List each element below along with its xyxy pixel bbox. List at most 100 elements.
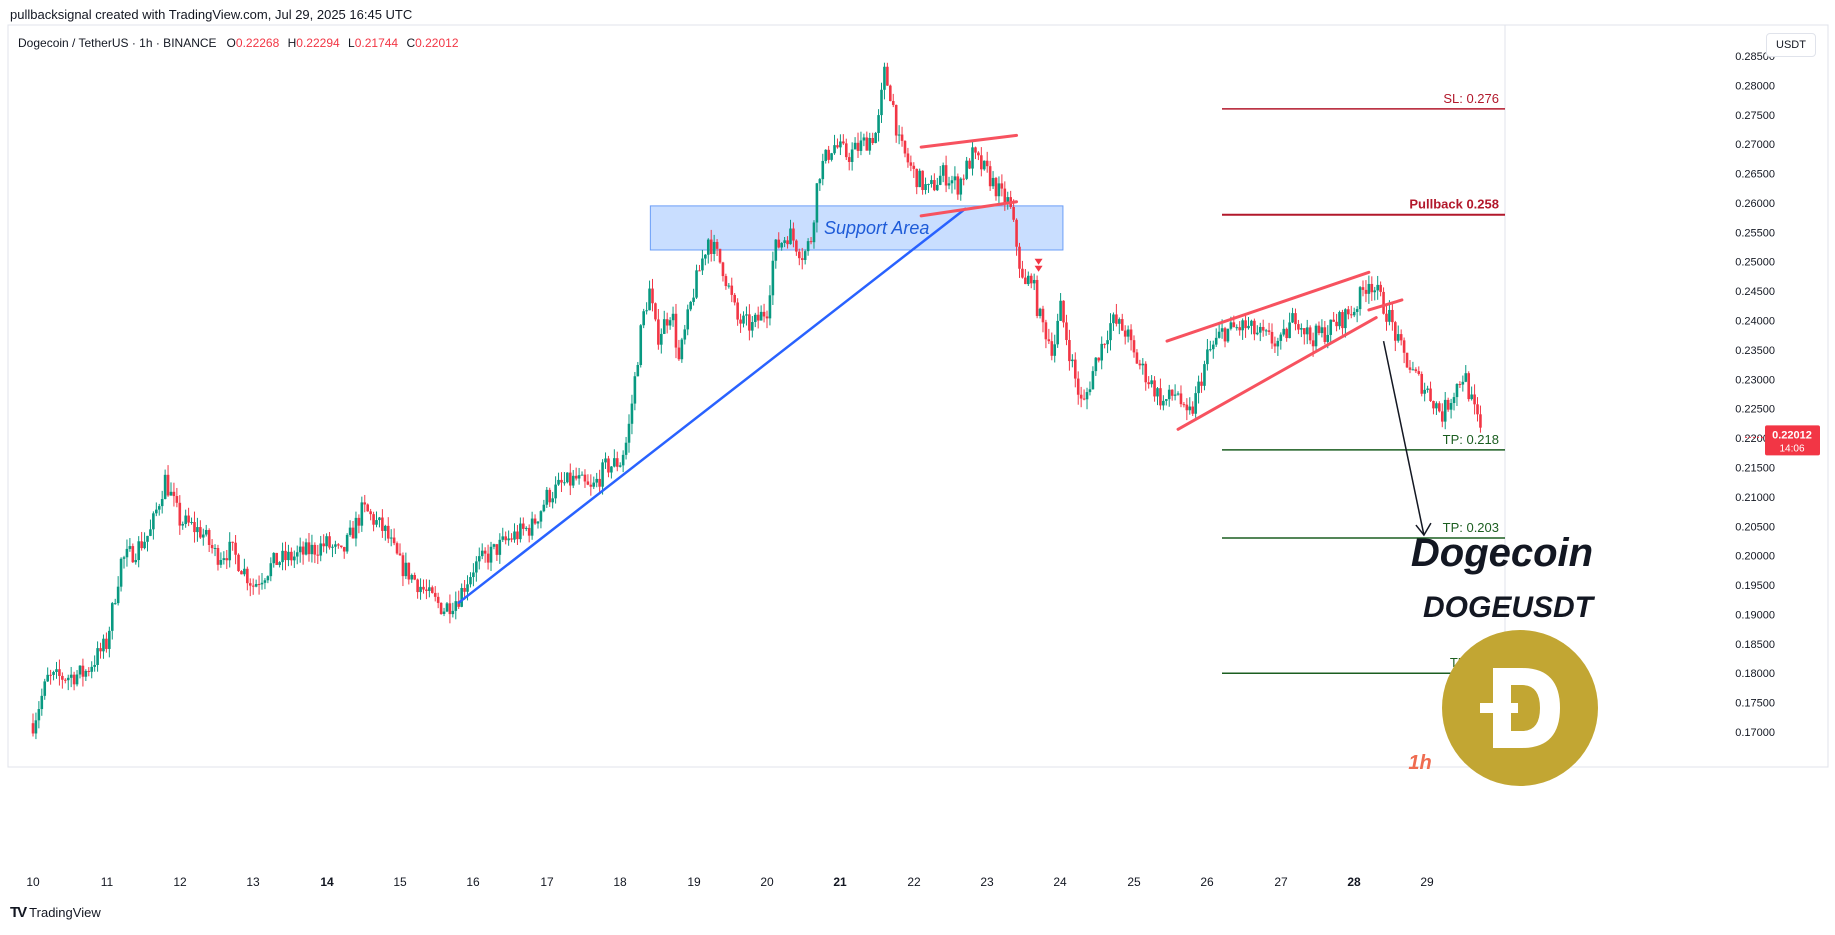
candle-body (310, 544, 314, 555)
candle-body (894, 104, 898, 136)
candle-body (933, 180, 936, 191)
candle-body (615, 458, 619, 467)
candle-body (301, 546, 305, 555)
symbol-name[interactable]: Dogecoin / TetherUS · 1h · BINANCE (18, 36, 217, 50)
candle-body (143, 541, 146, 549)
down-marker-icon (1034, 265, 1043, 272)
candle-body (483, 550, 487, 554)
candle-body (96, 648, 99, 665)
wedge-extension-line (1367, 298, 1404, 312)
wedge-upper-line (1165, 270, 1371, 343)
candle-body (157, 506, 161, 510)
candle-body (1417, 371, 1421, 374)
symbol-legend[interactable]: Dogecoin / TetherUS · 1h · BINANCE O0.22… (18, 36, 464, 50)
candle-body (251, 585, 255, 587)
candle-body (1399, 334, 1403, 341)
candle-body (1288, 322, 1291, 339)
y-tick-label: 0.27500 (1735, 110, 1775, 122)
candle-body (1364, 289, 1368, 294)
candle-body (1123, 330, 1127, 337)
candle-body (284, 550, 287, 561)
candle-body (31, 723, 35, 734)
candle-body (809, 241, 813, 243)
candle-body (930, 180, 933, 185)
candle-body (504, 536, 507, 541)
currency-button[interactable]: USDT (1766, 33, 1816, 57)
candle-body (451, 610, 455, 615)
candle-body (1038, 308, 1042, 316)
candle-body (1047, 339, 1051, 342)
tradingview-logo-icon: TV (10, 904, 27, 921)
candle-body (378, 517, 381, 521)
candle-body (903, 140, 907, 154)
candle-body (1308, 327, 1312, 341)
candle-body (128, 546, 132, 549)
candle-body (624, 442, 628, 455)
candle-body (381, 517, 384, 531)
candle-body (113, 603, 117, 605)
candle-body (322, 543, 325, 547)
candle-body (721, 262, 725, 277)
candle-body (871, 137, 874, 144)
candle-body (1329, 319, 1333, 335)
candle-body (316, 554, 320, 556)
candle-body (1032, 279, 1036, 284)
candle-body (657, 319, 660, 345)
candle-body (1050, 341, 1054, 356)
candle-body (530, 518, 534, 536)
candle-body (469, 577, 472, 585)
candle-body (1279, 334, 1283, 341)
y-tick-label: 0.28000 (1735, 80, 1775, 92)
candle-body (1206, 349, 1209, 365)
candle-body (1197, 381, 1200, 394)
candle-body (225, 558, 229, 561)
candle-body (416, 579, 419, 593)
candle-body (1044, 322, 1048, 340)
candle-body (1191, 406, 1195, 414)
high-label: H (287, 36, 297, 50)
candle-body (1379, 284, 1382, 292)
candle-body (706, 239, 710, 255)
candle-body (527, 527, 531, 536)
candle-body (401, 555, 405, 577)
candle-body (436, 596, 440, 603)
candle-body (219, 560, 223, 565)
candle-body (789, 228, 792, 245)
candle-body (806, 241, 810, 252)
candle-body (433, 592, 437, 597)
candle-body (37, 709, 41, 721)
candle-body (278, 562, 281, 565)
level-label: SL: 0.276 (1443, 91, 1499, 106)
candle-body (1294, 313, 1297, 325)
candle-body (78, 665, 82, 675)
candle-body (384, 525, 387, 531)
candle-body (994, 177, 998, 197)
candle-body (1267, 330, 1271, 332)
candle-body (1461, 381, 1465, 385)
candle-body (557, 479, 560, 485)
candle-body (475, 561, 478, 573)
tradingview-brand[interactable]: TV TradingView (10, 904, 101, 921)
candle-body (1376, 284, 1379, 291)
candle-body (448, 603, 452, 615)
candle-body (413, 575, 416, 580)
candle-body (375, 520, 378, 525)
candle-body (944, 165, 948, 186)
candle-body (222, 558, 226, 561)
candle-body (842, 141, 845, 144)
candle-body (1394, 322, 1397, 341)
candle-body (199, 527, 202, 538)
candle-body (472, 572, 475, 578)
candle-body (1470, 394, 1473, 400)
candle-body (407, 562, 411, 580)
candle-body (648, 288, 651, 311)
candle-body (1235, 327, 1239, 329)
support-zone (649, 205, 1064, 251)
candle-body (941, 165, 945, 176)
candle-body (991, 177, 995, 187)
annotations: Support Area Dogecoin DOGEUSDT 1h (824, 218, 1598, 786)
candle-body (1402, 340, 1406, 353)
candle-body (1088, 389, 1092, 393)
candle-body (34, 720, 38, 734)
